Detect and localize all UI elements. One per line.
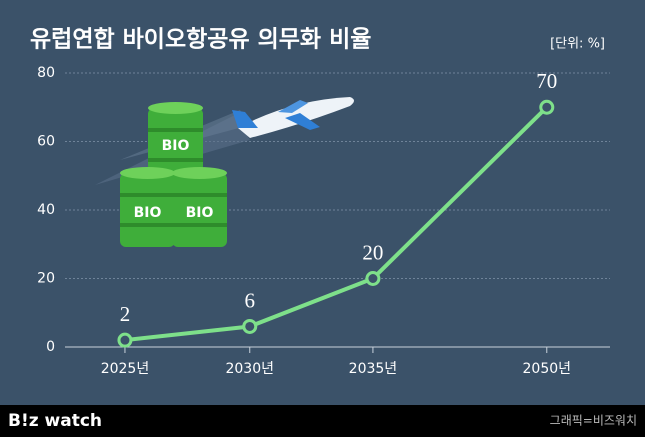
x-tick-label: 2030년 [225, 361, 274, 377]
data-point [242, 318, 258, 334]
data-point [539, 99, 555, 115]
x-tick-label: 2050년 [523, 361, 572, 377]
data-point [365, 271, 381, 286]
x-tick-label: 2025년 [101, 361, 150, 377]
data-point [117, 332, 133, 348]
y-tick-label: 40 [37, 202, 55, 218]
y-tick-label: 0 [46, 339, 55, 355]
barrel-label: BIO [134, 205, 162, 221]
footer-logo: B!z watch [8, 411, 102, 431]
x-tick-label: 2035년 [349, 361, 398, 377]
footer-credit: 그래픽=비즈워치 [550, 414, 637, 428]
y-tick-label: 80 [37, 65, 55, 81]
y-tick-label: 20 [37, 271, 55, 287]
y-tick-label: 60 [37, 134, 55, 150]
data-line [124, 105, 549, 343]
barrel-illustration: BIO BIO BIO [120, 102, 227, 247]
barrel-label: BIO [186, 205, 214, 221]
data-label: 6 [245, 288, 256, 312]
unit-label: [단위: %] [550, 37, 605, 52]
barrel-label: BIO [162, 138, 190, 154]
data-label: 2 [120, 302, 131, 326]
footer-bar [0, 405, 645, 437]
chart-title: 유럽연합 바이오항공유 의무화 비율 [30, 27, 371, 53]
data-label: 70 [536, 69, 557, 93]
data-label: 20 [362, 240, 383, 264]
plot-area: 0 20 40 60 80 2025년 2030년 2035년 2050년 2 6 20 70 [37, 65, 610, 377]
